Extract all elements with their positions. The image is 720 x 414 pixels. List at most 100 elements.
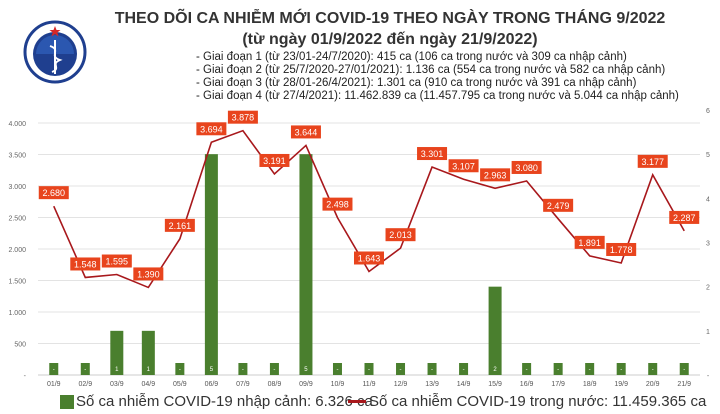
- bar-label: 5: [304, 367, 308, 373]
- bar-label: -: [589, 367, 591, 373]
- x-axis-tick: 09/9: [299, 381, 313, 388]
- data-label-bg: [290, 125, 321, 139]
- data-label: 1.548: [74, 259, 97, 269]
- bar: [299, 154, 313, 375]
- data-label: 1.891: [578, 238, 601, 248]
- bar-label: -: [179, 367, 181, 373]
- left-axis-tick: 500: [14, 342, 26, 349]
- data-label-bg: [543, 198, 574, 212]
- data-label-bg: [480, 168, 511, 182]
- bar-label: -: [463, 367, 465, 373]
- data-label: 3.177: [641, 157, 664, 167]
- left-axis-tick: 1.500: [8, 279, 26, 286]
- right-axis-tick: -: [707, 373, 710, 380]
- data-label: 2.161: [169, 221, 192, 231]
- legend-item-bar: Số ca nhiễm COVID-19 nhập cảnh: 6.326 ca: [60, 393, 373, 410]
- bar-label: 2: [493, 367, 497, 373]
- left-axis-tick: 4.000: [8, 121, 26, 128]
- data-label: 1.643: [358, 253, 381, 263]
- x-axis-tick: 08/9: [268, 381, 282, 388]
- data-label-bg: [574, 235, 605, 249]
- bar: [648, 363, 658, 375]
- right-axis-tick: 3: [706, 241, 710, 248]
- x-axis-tick: 05/9: [173, 381, 187, 388]
- x-axis-tick: 15/9: [488, 381, 502, 388]
- ministry-of-health-logo: [23, 20, 87, 84]
- data-label-bg: [354, 251, 384, 265]
- data-label: 2.498: [326, 200, 349, 210]
- right-axis-tick: 4: [706, 196, 710, 203]
- legend-swatch-line: [348, 400, 366, 403]
- bar: [80, 363, 90, 375]
- x-axis-tick: 21/9: [677, 381, 691, 388]
- x-axis-tick: 20/9: [646, 381, 660, 388]
- phase-3: - Giai đoạn 3 (từ 28/01-26/4/2021): 1.30…: [196, 77, 637, 89]
- x-axis-tick: 13/9: [425, 381, 439, 388]
- bar-label: -: [53, 367, 55, 373]
- x-axis-tick: 07/9: [236, 381, 250, 388]
- bar: [110, 330, 124, 375]
- right-axis-tick: 5: [706, 152, 710, 159]
- data-label: 3.694: [200, 124, 223, 134]
- data-label-bg: [417, 147, 448, 161]
- x-axis-tick: 01/9: [47, 381, 61, 388]
- bar: [49, 363, 59, 375]
- bar-label: -: [242, 367, 244, 373]
- data-label: 2.013: [389, 230, 412, 240]
- data-label-bg: [38, 186, 69, 200]
- data-label-bg: [164, 218, 195, 232]
- chart-subtitle: (từ ngày 01/9/2022 đến ngày 21/9/2022): [242, 31, 538, 48]
- bar: [204, 154, 218, 375]
- bar: [238, 363, 248, 375]
- bar-label: 1: [115, 367, 119, 373]
- x-axis-tick: 10/9: [331, 381, 345, 388]
- bar: [364, 363, 374, 375]
- data-label-bg: [322, 197, 353, 211]
- bar-label: -: [683, 367, 685, 373]
- bar-label: 1: [147, 367, 151, 373]
- left-axis-tick: 3.500: [8, 153, 26, 160]
- data-label: 3.191: [263, 156, 286, 166]
- right-axis-tick: 6: [706, 108, 710, 115]
- data-label-bg: [133, 267, 164, 281]
- bar-label: -: [431, 367, 433, 373]
- phase-1: - Giai đoạn 1 (từ 23/01-24/7/2020): 415 …: [196, 51, 627, 63]
- legend-item-line: Số ca nhiễm COVID-19 trong nước: 11.459.…: [348, 393, 706, 410]
- x-axis-tick: 11/9: [362, 381, 375, 388]
- bar: [679, 363, 689, 375]
- data-label-bg: [196, 122, 227, 136]
- data-label: 3.080: [515, 163, 538, 173]
- data-label: 2.287: [673, 213, 696, 223]
- data-label: 3.107: [452, 161, 475, 171]
- x-axis-tick: 16/9: [520, 381, 534, 388]
- x-axis-tick: 17/9: [551, 381, 565, 388]
- bar-label: -: [526, 367, 528, 373]
- bar-label: -: [84, 367, 86, 373]
- bar: [175, 363, 185, 375]
- bar: [427, 363, 437, 375]
- left-axis-tick: 1.000: [8, 310, 26, 317]
- x-axis-tick: 19/9: [614, 381, 628, 388]
- data-label: 2.963: [484, 170, 507, 180]
- legend-label-bar: Số ca nhiễm COVID-19 nhập cảnh: 6.326 ca: [76, 393, 373, 410]
- bar: [141, 330, 155, 375]
- data-label: 2.680: [42, 188, 65, 198]
- data-label-bg: [259, 153, 290, 167]
- data-label: 1.778: [610, 245, 633, 255]
- data-label-bg: [448, 159, 479, 173]
- bar-label: -: [368, 367, 370, 373]
- data-label-bg: [606, 242, 637, 256]
- bar: [488, 286, 502, 375]
- x-axis-tick: 14/9: [457, 381, 471, 388]
- bar-label: -: [400, 367, 402, 373]
- left-axis-tick: 2.000: [8, 247, 26, 254]
- phase-2: - Giai đoạn 2 (từ 25/7/2020-27/01/2021):…: [196, 64, 666, 76]
- bar: [269, 363, 279, 375]
- data-label-bg: [669, 210, 700, 224]
- bar: [522, 363, 532, 375]
- data-label-bg: [637, 154, 668, 168]
- data-label-bg: [101, 254, 132, 268]
- data-label: 1.390: [137, 269, 160, 279]
